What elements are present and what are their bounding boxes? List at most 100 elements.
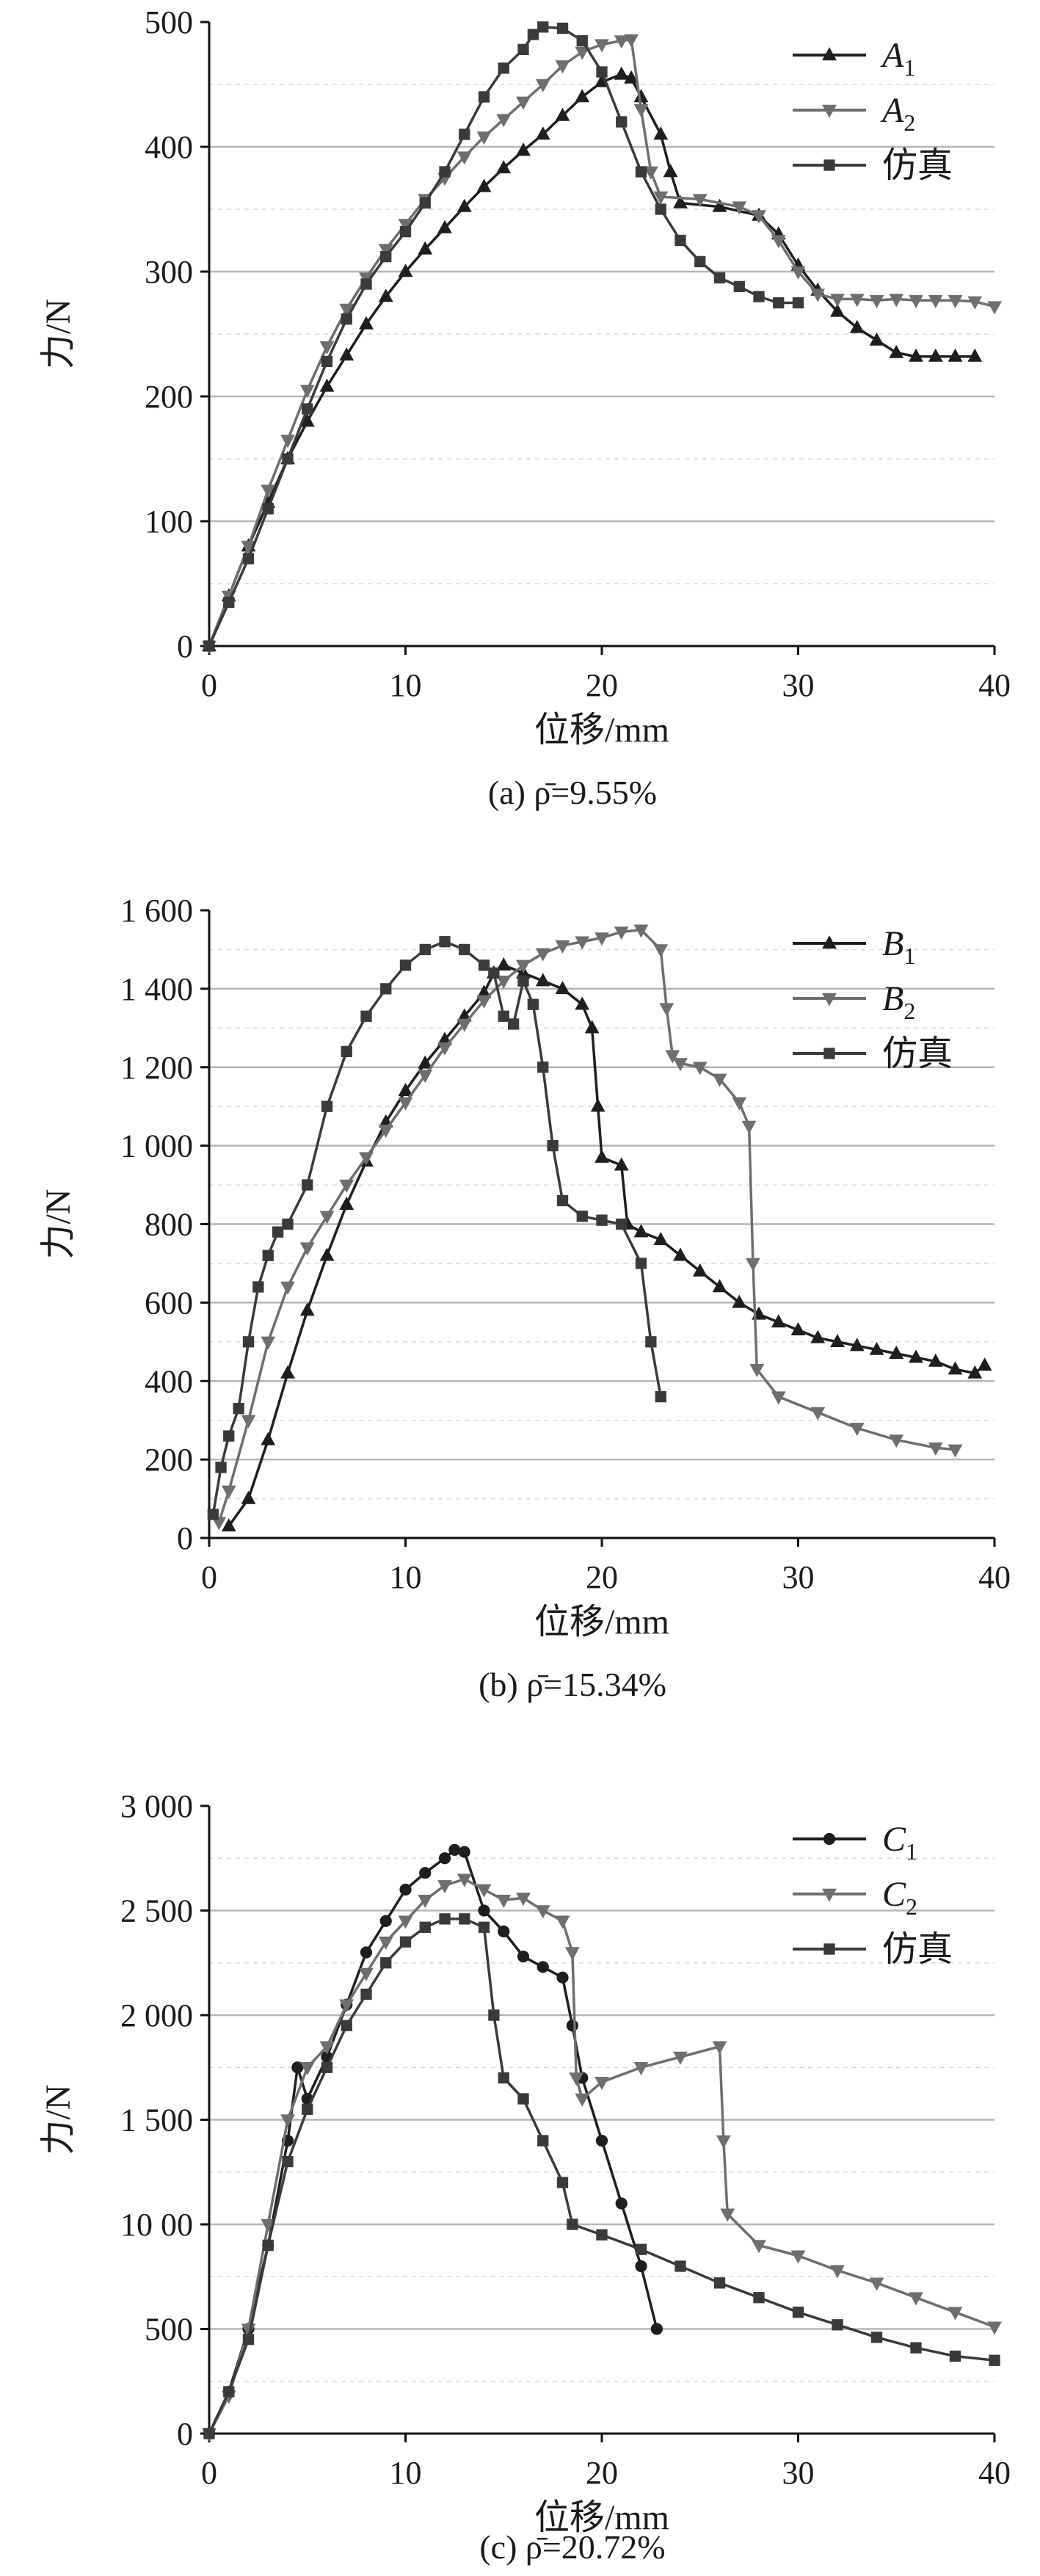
data-point bbox=[457, 151, 472, 165]
data-point bbox=[418, 1895, 433, 1909]
data-point bbox=[458, 1846, 470, 1858]
data-point bbox=[439, 166, 451, 178]
panel-caption: (c) ρ̄=20.72% bbox=[479, 2528, 665, 2566]
legend-label: 仿真 bbox=[882, 1034, 953, 1073]
data-point bbox=[749, 1364, 765, 1378]
data-point bbox=[398, 1915, 413, 1929]
data-point bbox=[575, 996, 590, 1010]
data-point bbox=[516, 142, 531, 156]
data-point bbox=[596, 1214, 608, 1226]
data-point bbox=[517, 975, 529, 987]
data-point bbox=[832, 2319, 843, 2331]
data-point bbox=[398, 1083, 413, 1097]
data-point bbox=[720, 2208, 735, 2222]
data-point bbox=[498, 62, 509, 74]
data-point bbox=[476, 984, 492, 998]
data-point bbox=[439, 936, 451, 948]
data-point bbox=[810, 1407, 826, 1421]
data-point bbox=[771, 1391, 786, 1405]
data-point bbox=[692, 1263, 708, 1277]
data-point bbox=[575, 2093, 590, 2107]
data-point bbox=[282, 2155, 294, 2168]
y-tick-label: 10 00 bbox=[120, 2207, 193, 2243]
data-point bbox=[566, 2020, 578, 2032]
data-point bbox=[535, 126, 550, 140]
data-point bbox=[967, 348, 983, 362]
data-point bbox=[659, 1003, 674, 1017]
x-tick-label: 40 bbox=[978, 667, 1011, 703]
data-point bbox=[849, 1423, 865, 1437]
data-point bbox=[223, 596, 235, 609]
legend-label-subscript: 1 bbox=[903, 943, 915, 969]
legend-swatch-marker bbox=[823, 1943, 835, 1955]
data-point bbox=[713, 272, 726, 284]
y-tick-label: 800 bbox=[145, 1207, 193, 1243]
data-point bbox=[496, 114, 512, 128]
data-point bbox=[555, 107, 570, 121]
data-point bbox=[476, 995, 492, 1009]
data-point bbox=[575, 46, 590, 60]
data-point bbox=[537, 21, 549, 33]
legend-swatch-marker bbox=[822, 47, 837, 61]
x-tick-label: 40 bbox=[978, 2455, 1011, 2491]
data-point bbox=[380, 250, 392, 263]
data-point bbox=[419, 1921, 431, 1933]
data-point bbox=[319, 1211, 335, 1224]
data-point bbox=[790, 266, 806, 280]
data-point bbox=[439, 1913, 451, 1925]
y-tick-label: 500 bbox=[145, 4, 193, 40]
data-point bbox=[692, 1062, 708, 1075]
data-point bbox=[556, 2177, 569, 2188]
data-point bbox=[457, 198, 472, 212]
data-point bbox=[673, 1058, 688, 1072]
data-point bbox=[889, 344, 904, 358]
data-point bbox=[476, 131, 492, 145]
data-point bbox=[448, 1843, 461, 1856]
data-point bbox=[299, 2062, 315, 2076]
data-point bbox=[438, 1852, 451, 1865]
data-point bbox=[459, 1913, 470, 1925]
data-point bbox=[624, 70, 639, 84]
legend-label: C1 bbox=[882, 1820, 917, 1865]
data-point bbox=[380, 1957, 392, 1969]
data-point bbox=[869, 1341, 884, 1355]
data-point bbox=[282, 453, 294, 465]
data-point bbox=[889, 1346, 904, 1360]
y-tick-label: 400 bbox=[145, 129, 193, 165]
legend-label-subscript: 2 bbox=[903, 998, 915, 1024]
data-point bbox=[262, 1249, 274, 1261]
data-point bbox=[674, 2260, 686, 2272]
data-point bbox=[360, 1988, 372, 2000]
series-仿真 bbox=[203, 21, 804, 652]
data-point bbox=[653, 126, 669, 140]
data-point bbox=[674, 234, 686, 247]
data-point bbox=[555, 60, 570, 74]
data-point bbox=[476, 1884, 492, 1898]
data-point bbox=[261, 1432, 276, 1445]
data-point bbox=[732, 1294, 747, 1308]
data-point bbox=[233, 1403, 244, 1415]
data-point bbox=[575, 89, 590, 103]
data-point bbox=[437, 1880, 452, 1894]
y-tick-label: 600 bbox=[145, 1285, 193, 1321]
legend-swatch-marker bbox=[823, 1832, 836, 1846]
data-point bbox=[261, 2218, 276, 2232]
data-point bbox=[476, 178, 492, 192]
y-axis-title: 力/N bbox=[39, 1189, 78, 1259]
y-tick-label: 100 bbox=[145, 504, 193, 540]
data-point bbox=[282, 1218, 294, 1230]
x-axis-title: 位移/mm bbox=[534, 711, 669, 750]
x-tick-label: 20 bbox=[586, 2455, 618, 2491]
data-point bbox=[341, 2020, 352, 2031]
data-point bbox=[535, 948, 550, 962]
data-point bbox=[555, 940, 570, 954]
legend-swatch-marker bbox=[823, 159, 835, 171]
data-point bbox=[948, 348, 963, 362]
data-point bbox=[556, 1971, 569, 1984]
x-tick-label: 0 bbox=[201, 667, 217, 703]
series-B1 bbox=[221, 957, 992, 1532]
data-point bbox=[261, 485, 276, 498]
data-point bbox=[418, 241, 433, 255]
data-point bbox=[360, 1010, 372, 1022]
